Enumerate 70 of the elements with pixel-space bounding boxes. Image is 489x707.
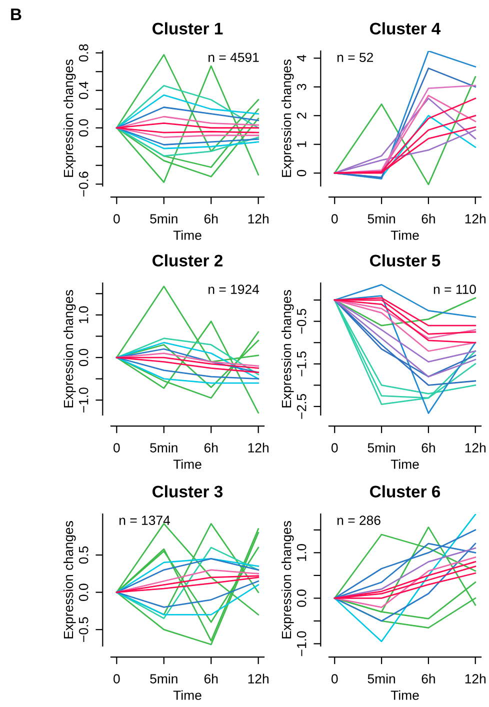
y-tick-label: 0.0: [296, 590, 306, 607]
y-axis-title: Expression changes: [63, 290, 76, 408]
y-tick-label: 0.8: [78, 44, 88, 62]
y-tick-label: 4: [297, 54, 306, 62]
x-tick-label: 6h: [204, 442, 218, 452]
x-tick-label: 12h: [465, 214, 486, 224]
y-tick-label: 1: [297, 141, 306, 148]
x-tick-label: 6h: [204, 214, 218, 224]
x-tick-label: 12h: [465, 674, 486, 684]
annotation: n = 1924: [208, 284, 260, 294]
x-tick-label: 12h: [465, 442, 486, 452]
x-tick-label: 6h: [422, 674, 435, 684]
text: B: [11, 8, 22, 20]
y-tick-label: 1.0: [78, 306, 88, 324]
annotation: n = 52: [337, 52, 373, 62]
y-tick-label: −1.0: [296, 631, 306, 656]
x-tick-label: 0: [331, 674, 338, 684]
chart-title: Cluster 1: [152, 22, 223, 34]
chart-title: Cluster 3: [152, 485, 223, 498]
y-tick-label: 0.0: [78, 119, 88, 137]
y-tick-label: −0.5: [296, 308, 306, 334]
y-axis-title: Expression changes: [63, 521, 76, 638]
y-tick-label: 1.0: [296, 544, 306, 561]
annotation: n = 110: [434, 284, 476, 294]
x-tick-label: 6h: [422, 442, 435, 452]
x-tick-label: 12h: [248, 442, 268, 452]
y-axis-title: Expression changes: [281, 521, 294, 638]
y-tick-label: 0.0: [78, 584, 88, 601]
chart-title: Cluster 6: [370, 485, 440, 498]
y-tick-label: −1.5: [297, 351, 306, 376]
y-tick-label: −0.6: [78, 172, 88, 196]
y-tick-label: 0: [296, 170, 306, 176]
x-tick-label: 0: [114, 674, 120, 684]
x-tick-label: 5min: [150, 674, 178, 684]
x-tick-label: 0: [331, 214, 338, 224]
annotation: n = 1374: [120, 516, 170, 526]
x-axis-title: Time: [173, 230, 202, 240]
chart-title: Cluster 4: [370, 22, 441, 34]
x-tick-label: 6h: [204, 674, 218, 684]
x-tick-label: 12h: [248, 214, 268, 224]
x-axis-title: Time: [390, 690, 419, 700]
x-tick-label: 5min: [368, 674, 395, 684]
y-axis-title: Expression changes: [63, 60, 76, 177]
x-axis-title: Time: [173, 459, 202, 469]
y-tick-label: −0.5: [78, 617, 88, 642]
y-tick-label: 0.5: [78, 546, 88, 564]
annotation: n = 286: [337, 516, 380, 526]
annotation: n = 4591: [208, 52, 259, 62]
x-tick-label: 0: [331, 443, 338, 452]
x-axis-title: Time: [390, 459, 419, 469]
x-tick-label: 0: [114, 443, 120, 452]
x-tick-label: 5min: [150, 442, 178, 452]
x-tick-label: 12h: [248, 674, 268, 684]
x-tick-label: 5min: [150, 214, 178, 224]
chart-title: Cluster 2: [152, 254, 222, 266]
y-tick-label: −1.0: [78, 388, 88, 412]
y-axis-title: Expression changes: [281, 60, 294, 177]
x-tick-label: 0: [114, 214, 120, 224]
x-tick-label: 6h: [422, 214, 435, 224]
chart-title: Cluster 5: [370, 254, 440, 266]
y-tick-label: −2.5: [296, 394, 306, 419]
x-tick-label: 5min: [368, 214, 395, 224]
x-axis-title: Time: [390, 230, 419, 240]
y-tick-label: 0.4: [78, 82, 88, 100]
y-tick-label: 0.0: [78, 348, 88, 366]
y-axis-title: Expression changes: [281, 290, 294, 408]
x-tick-label: 5min: [368, 442, 395, 452]
x-axis-title: Time: [173, 690, 202, 700]
y-tick-label: 3: [296, 84, 306, 90]
y-tick-label: 2: [296, 112, 306, 119]
